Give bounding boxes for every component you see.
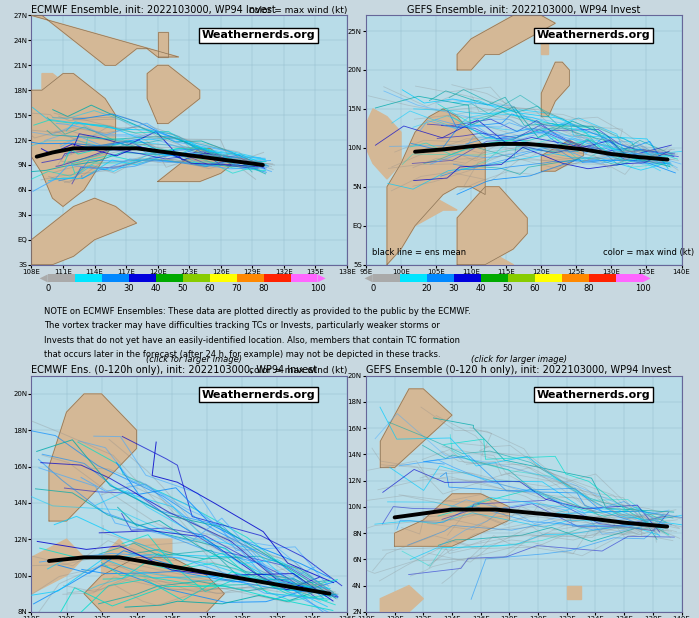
Text: The vortex tracker may have difficulties tracking TCs or Invests, particularly w: The vortex tracker may have difficulties… — [45, 321, 440, 330]
Text: color = max wind (kt): color = max wind (kt) — [603, 248, 694, 256]
Text: Invests that do not yet have an easily-identified location. Also, members that c: Invests that do not yet have an easily-i… — [45, 336, 461, 345]
Polygon shape — [0, 198, 31, 248]
Title: GEFS Ensemble, init: 2022103000, WP94 Invest: GEFS Ensemble, init: 2022103000, WP94 In… — [407, 5, 640, 15]
Text: Weathernerds.org: Weathernerds.org — [536, 30, 650, 40]
Text: ECMWF Ens. (0-120h only), init: 2022103000, WP94 Invest: ECMWF Ens. (0-120h only), init: 20221030… — [31, 365, 317, 375]
Polygon shape — [158, 148, 231, 182]
Polygon shape — [119, 539, 172, 575]
Polygon shape — [31, 74, 115, 206]
Text: color = max wind (kt): color = max wind (kt) — [249, 366, 347, 375]
Polygon shape — [31, 15, 179, 66]
Polygon shape — [380, 389, 452, 468]
Text: NOTE on ECMWF Ensembles: These data are plotted directly as provided to the publ: NOTE on ECMWF Ensembles: These data are … — [45, 307, 471, 316]
Polygon shape — [395, 494, 510, 546]
Polygon shape — [567, 586, 581, 599]
Polygon shape — [387, 195, 457, 226]
Polygon shape — [380, 586, 424, 612]
Text: GEFS Ensemble (0-120 h only), init: 2022103000, WP94 Invest: GEFS Ensemble (0-120 h only), init: 2022… — [366, 365, 671, 375]
Polygon shape — [366, 109, 401, 179]
Text: ECMWF Ensemble, init: 2022103000, WP94 Invest: ECMWF Ensemble, init: 2022103000, WP94 I… — [31, 5, 276, 15]
Polygon shape — [457, 187, 527, 265]
Polygon shape — [443, 257, 513, 288]
Polygon shape — [42, 74, 63, 90]
Polygon shape — [31, 198, 136, 265]
Text: that occurs later in the forecast (after 24 h, for example) may not be depicted : that occurs later in the forecast (after… — [45, 350, 441, 359]
Polygon shape — [387, 109, 485, 265]
Polygon shape — [158, 32, 168, 57]
Text: Weathernerds.org: Weathernerds.org — [202, 389, 315, 400]
Text: color = max wind (kt): color = max wind (kt) — [249, 6, 347, 15]
Polygon shape — [84, 557, 224, 618]
Text: (click for larger image): (click for larger image) — [471, 355, 567, 365]
Polygon shape — [541, 31, 548, 54]
Polygon shape — [457, 15, 555, 70]
Text: black line = ens mean: black line = ens mean — [373, 248, 466, 256]
Polygon shape — [49, 394, 136, 521]
Polygon shape — [147, 66, 200, 124]
Polygon shape — [14, 539, 84, 594]
Polygon shape — [541, 62, 569, 117]
Text: Weathernerds.org: Weathernerds.org — [202, 30, 315, 40]
Text: Weathernerds.org: Weathernerds.org — [536, 389, 650, 400]
Polygon shape — [101, 539, 136, 575]
Text: (click for larger image): (click for larger image) — [146, 355, 242, 365]
Polygon shape — [541, 140, 584, 171]
